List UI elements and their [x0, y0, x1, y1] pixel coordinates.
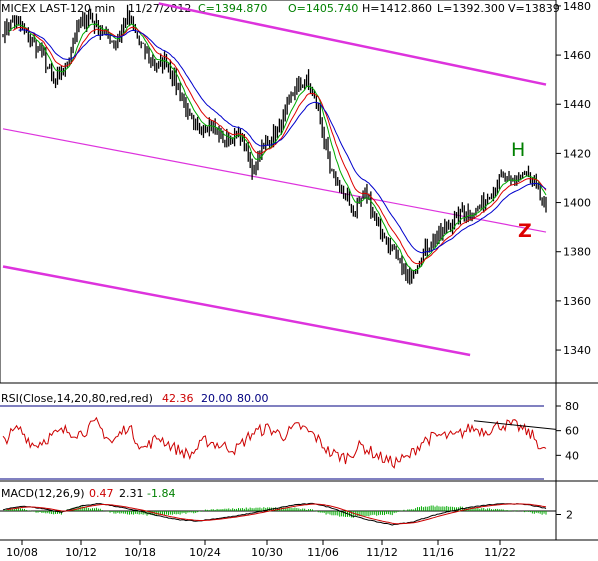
x-tick-label: 11/12: [366, 546, 398, 559]
price-panel: [2, 2, 547, 357]
x-tick-label: 10/24: [189, 546, 221, 559]
rsi-plot: 80 60 40: [0, 400, 579, 480]
macd-label: MACD(12,26,9): [1, 487, 85, 500]
macd-value-3: -1.84: [147, 487, 175, 500]
rsi-low-level: 20.00: [201, 392, 233, 405]
rsi-panel: RSI(Close,14,20,80,red,red) 42.36 20.00 …: [0, 382, 598, 480]
macd-value-2: 2.31: [119, 487, 144, 500]
header-open: O=1405.740: [288, 2, 358, 15]
annotation-h: H: [511, 139, 525, 161]
annotation-z: Z: [518, 220, 532, 242]
rsi-value: 42.36: [162, 392, 194, 405]
x-tick-label: 11/16: [422, 546, 454, 559]
header-low: L=1392.300: [437, 2, 505, 15]
macd-plot: 2: [0, 502, 573, 526]
price-tick-label: 1340: [563, 344, 591, 357]
price-tick-label: 1420: [563, 147, 591, 160]
channel-line: [158, 2, 547, 86]
price-axis: 1480 1460 1440 1420 1400 1380 1360 1340: [556, 0, 591, 357]
price-tick-label: 1460: [563, 49, 591, 62]
price-tick-label: 1480: [563, 0, 591, 13]
x-tick-label: 10/08: [6, 546, 38, 559]
x-tick-label: 11/22: [484, 546, 516, 559]
header-close: C=1394.870: [198, 2, 267, 15]
price-panel-frame: [0, 0, 557, 384]
x-tick-label: 10/18: [124, 546, 156, 559]
header-symbol: MICEX LAST-120 min: [1, 2, 115, 15]
macd-tick-label: 2: [566, 509, 573, 522]
x-axis: 10/08 10/12 10/18 10/24 10/30 11/06 11/12 11/16…: [6, 540, 516, 559]
channel-line: [2, 128, 547, 233]
price-tick-label: 1440: [563, 98, 591, 111]
ma-mid-line: [12, 26, 547, 265]
x-tick-label: 10/12: [65, 546, 97, 559]
ma-slow-line: [18, 29, 547, 254]
rsi-tick-label: 60: [565, 425, 579, 438]
rsi-tick-label: 80: [565, 400, 579, 413]
price-tick-label: 1360: [563, 295, 591, 308]
rsi-high-level: 80.00: [237, 392, 269, 405]
header-volume: V=13839: [508, 2, 560, 15]
price-tick-label: 1380: [563, 246, 591, 259]
x-tick-label: 11/06: [307, 546, 339, 559]
header-date: 11/27/2012: [128, 2, 191, 15]
signal-line: [6, 503, 547, 525]
chart-header: MICEX LAST-120 min 11/27/2012 C=1394.870…: [1, 2, 560, 15]
price-tick-label: 1400: [563, 197, 591, 210]
macd-value-1: 0.47: [89, 487, 114, 500]
macd-panel: MACD(12,26,9) 0.47 2.31 -1.84 2: [0, 480, 598, 526]
macd-line: [2, 502, 547, 526]
x-tick-label: 10/30: [251, 546, 283, 559]
rsi-trend-line: [473, 420, 557, 430]
rsi-line: [2, 416, 547, 469]
rsi-tick-label: 40: [565, 449, 579, 462]
header-high: H=1412.860: [362, 2, 432, 15]
ma-fast-line: [8, 23, 547, 272]
rsi-label: RSI(Close,14,20,80,red,red): [1, 392, 153, 405]
channel-line: [2, 265, 471, 357]
